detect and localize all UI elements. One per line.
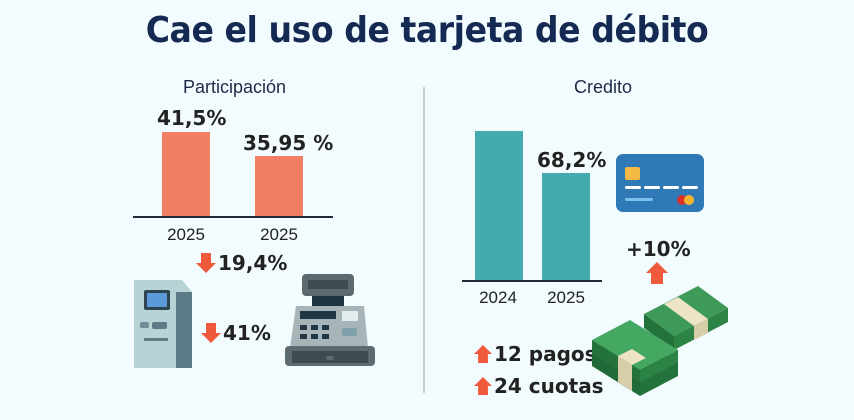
debit-axis: [133, 216, 333, 218]
credit-axis: [462, 280, 602, 282]
arrow-up-icon: [646, 262, 668, 284]
debit-tick-2: 2025: [260, 225, 298, 244]
debit-stat-2: 41%: [201, 321, 271, 345]
credit-stat-1: 12 pagos: [474, 342, 597, 366]
debit-stat-1: 19,4%: [196, 251, 287, 275]
money-stack-icon: [592, 286, 728, 396]
arrow-down-icon: [196, 253, 216, 273]
debit-tick-1: 2025: [167, 225, 205, 244]
credit-tick-1: 2024: [479, 288, 517, 307]
panel-divider: [423, 87, 425, 393]
credit-card-icon: [616, 154, 704, 212]
debit-bar-2: [255, 156, 303, 217]
debit-bar-1: [162, 132, 210, 217]
debit-bar-1-value: 41,5%: [157, 106, 227, 130]
credit-stat-1-text: 12 pagos: [494, 342, 597, 366]
arrow-up-icon: [474, 345, 492, 363]
debit-stat-1-text: 19,4%: [218, 251, 288, 275]
credit-stat-2: 24 cuotas: [474, 374, 604, 398]
atm-icon: [134, 280, 192, 368]
credit-bar-1: [475, 131, 523, 281]
cash-register-icon: [285, 274, 375, 366]
arrow-down-icon: [201, 323, 221, 343]
credit-tick-2: 2025: [547, 288, 585, 307]
debit-subtitle: Participación: [183, 77, 287, 97]
credit-growth: +10%: [626, 237, 691, 261]
page-title: Cae el uso de tarjeta de débito: [145, 10, 709, 51]
credit-bar-2-value: 68,2%: [537, 148, 607, 172]
debit-bar-2-value: 35,95 %: [243, 131, 334, 155]
credit-bar-2: [542, 173, 590, 281]
debit-stat-2-text: 41%: [223, 321, 271, 345]
arrow-up-icon: [474, 377, 492, 395]
credit-stat-2-text: 24 cuotas: [494, 374, 604, 398]
credit-subtitle: Credito: [574, 77, 633, 97]
